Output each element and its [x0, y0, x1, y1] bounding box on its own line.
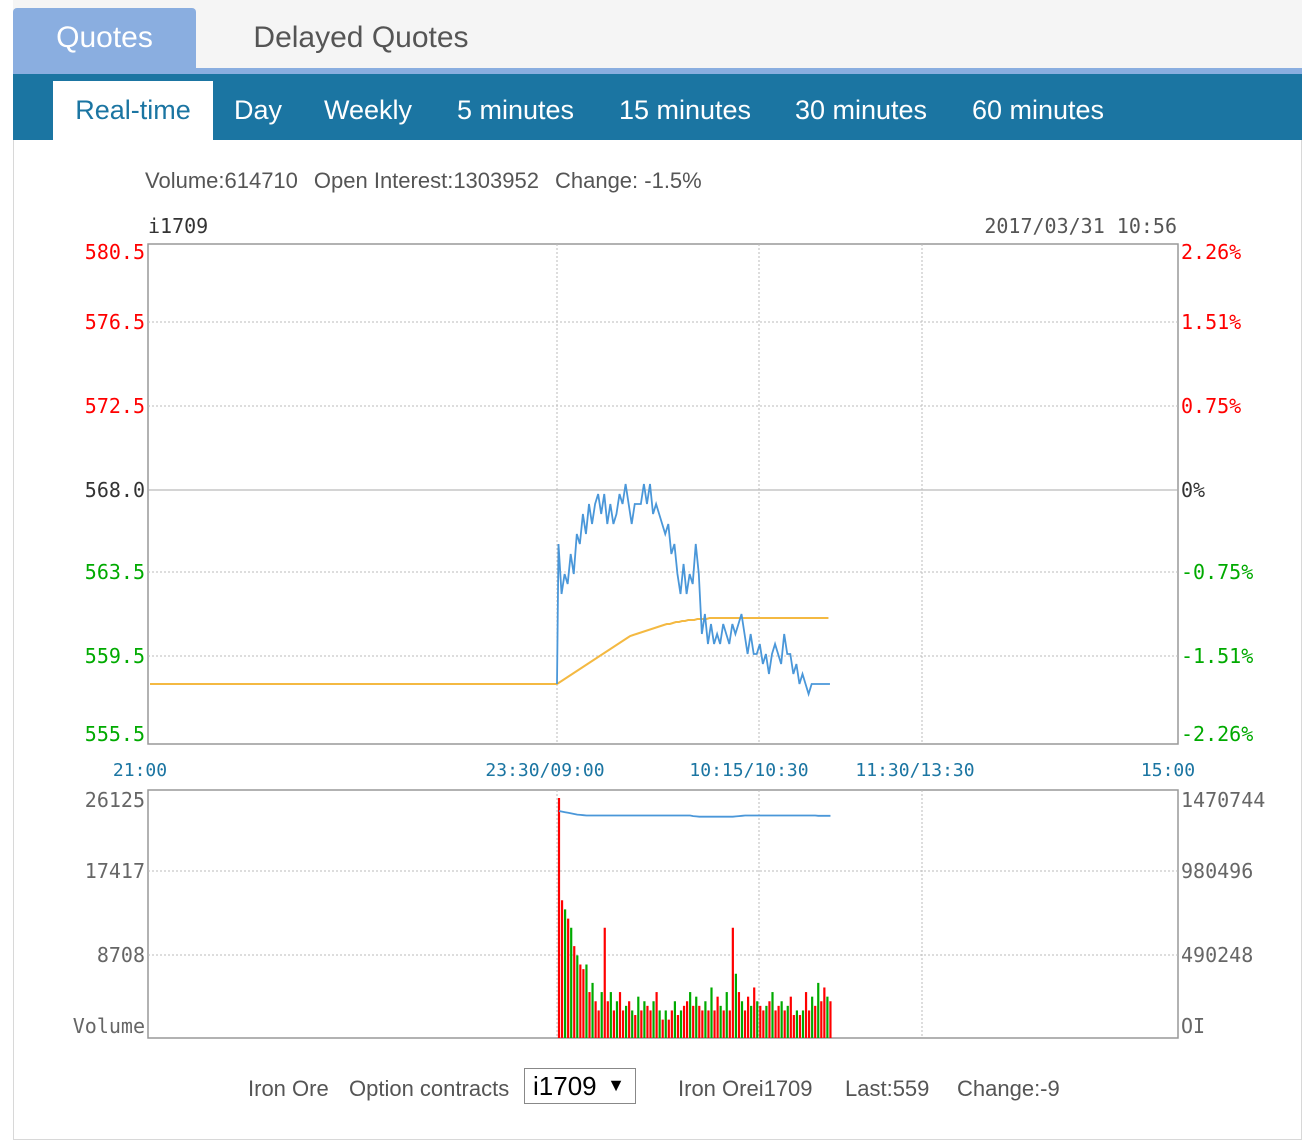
volume-tick-label: 26125: [85, 788, 145, 812]
footer-category: Iron Ore: [248, 1076, 329, 1101]
oi-tick-label: OI: [1181, 1014, 1205, 1038]
stat-change: Change: -1.5%: [554, 168, 702, 193]
volume-grid: [148, 790, 1178, 1038]
price-tick-label: 576.5: [85, 310, 145, 334]
volume-tick-label: 8708: [97, 943, 145, 967]
tab-5-minutes[interactable]: 5 minutes: [456, 95, 575, 125]
percent-tick-label: 2.26%: [1181, 240, 1241, 264]
tab-real-time[interactable]: Real-time: [53, 81, 213, 140]
price-right-axis: 2.26% 1.51% 0.75% 0% -0.75% -1.51% -2.26%: [1181, 240, 1253, 746]
price-grid: [148, 244, 1178, 744]
tab-divider: [13, 68, 1302, 74]
percent-tick-label: -0.75%: [1181, 560, 1253, 584]
price-panel-frame: [147, 243, 1179, 745]
open-interest-line: [558, 810, 831, 818]
footer-change: Change:-9: [957, 1076, 1060, 1101]
volume-panel-frame: [147, 789, 1179, 1039]
time-tick-label: 23:30/09:00: [485, 760, 604, 781]
stat-open-interest: Open Interest:1303952: [313, 168, 539, 193]
tab-60-minutes[interactable]: 60 minutes: [971, 95, 1105, 125]
contract-select[interactable]: i1709 ▼: [524, 1068, 636, 1104]
time-tick-label: 21:00: [113, 760, 167, 781]
average-price-line: [150, 617, 829, 685]
price-tick-label: 563.5: [85, 560, 145, 584]
price-line: [556, 483, 830, 698]
oi-tick-label: 980496: [1181, 859, 1253, 883]
summary-stats: Volume:614710 Open Interest:1303952 Change…: [145, 168, 718, 194]
volume-right-axis: 1470744 980496 490248 OI: [1181, 788, 1265, 1038]
price-tick-label: 555.5: [85, 722, 145, 746]
volume-tick-label: 17417: [85, 859, 145, 883]
tab-delayed-quotes[interactable]: Delayed Quotes: [253, 21, 469, 54]
time-axis: 21:00 23:30/09:00 10:15/10:30 11:30/13:30 15…: [113, 760, 1195, 781]
price-tick-label: 559.5: [85, 644, 145, 668]
tab-weekly[interactable]: Weekly: [323, 95, 413, 125]
price-tick-label: 580.5: [85, 240, 145, 264]
dropdown-arrow-icon: ▼: [607, 1075, 625, 1095]
period-tab-bar: Real-time Day Weekly 5 minutes 15 minute…: [13, 74, 1302, 140]
percent-tick-label: -1.51%: [1181, 644, 1253, 668]
price-tick-label: 568.0: [85, 478, 145, 502]
tab-15-minutes[interactable]: 15 minutes: [618, 95, 752, 125]
footer-option-label: Option contracts: [349, 1076, 510, 1101]
open-interest-series: [558, 810, 831, 818]
percent-tick-label: 0%: [1181, 478, 1205, 502]
tab-day[interactable]: Day: [233, 95, 282, 125]
percent-tick-label: 1.51%: [1181, 310, 1241, 334]
volume-bars: [557, 798, 832, 1038]
price-lines: [150, 483, 830, 698]
tab-quotes[interactable]: Quotes: [13, 8, 196, 68]
contract-footer: Iron Ore Option contracts i1709 ▼ Iron O…: [0, 1068, 1313, 1108]
time-tick-label: 10:15/10:30: [689, 760, 808, 781]
oi-tick-label: 1470744: [1181, 788, 1265, 812]
volume-left-axis: 26125 17417 8708 Volume: [73, 788, 145, 1038]
percent-tick-label: 0.75%: [1181, 394, 1241, 418]
top-tab-bar: Quotes Delayed Quotes: [13, 0, 1302, 68]
footer-contract-name: Iron Orei1709: [678, 1076, 813, 1101]
contract-select-value: i1709: [533, 1071, 597, 1101]
stat-volume: Volume:614710: [145, 168, 298, 193]
percent-tick-label: -2.26%: [1181, 722, 1253, 746]
footer-last: Last:559: [845, 1076, 930, 1101]
price-left-axis: 580.5 576.5 572.5 568.0 563.5 559.5 555.5: [85, 240, 145, 746]
price-tick-label: 572.5: [85, 394, 145, 418]
volume-tick-label: Volume: [73, 1014, 145, 1038]
tab-30-minutes[interactable]: 30 minutes: [794, 95, 928, 125]
chart-timestamp: 2017/03/31 10:56: [984, 214, 1177, 238]
oi-tick-label: 490248: [1181, 943, 1253, 967]
chart-symbol: i1709: [148, 214, 208, 238]
intraday-chart: i1709 2017/03/31 10:56 580.5 576.5 572.5 56…: [73, 214, 1265, 1039]
widget-frame: [13, 0, 1302, 1140]
time-tick-label: 11:30/13:30: [855, 760, 974, 781]
time-tick-label: 15:00: [1141, 760, 1195, 781]
